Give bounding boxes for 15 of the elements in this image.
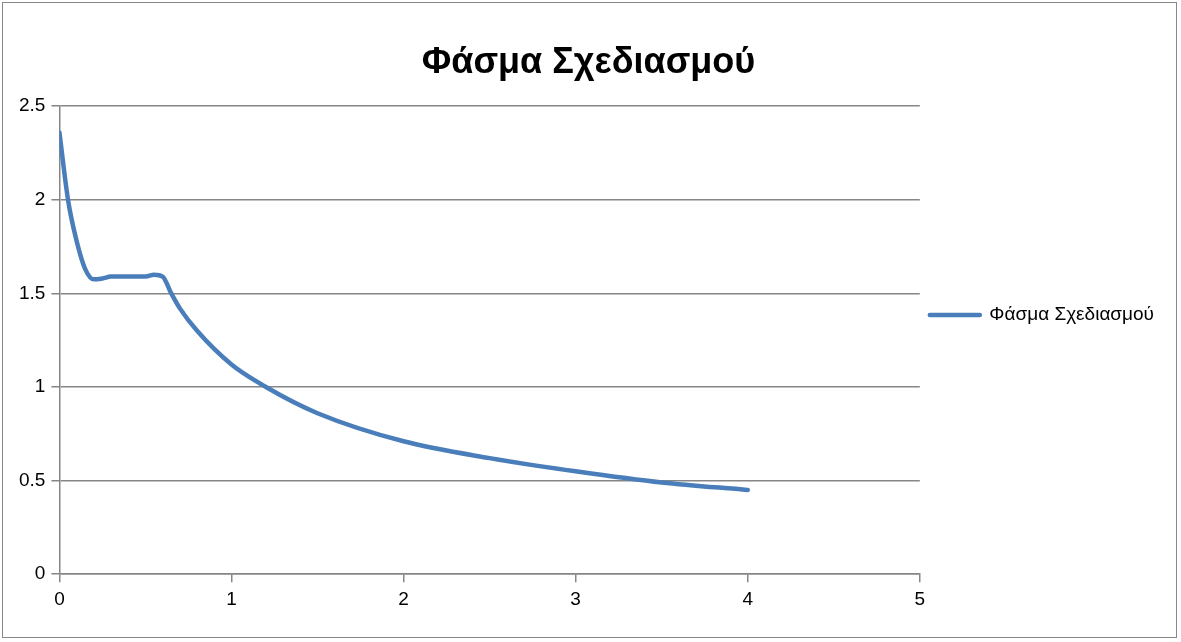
x-tick-label: 1 (226, 587, 237, 609)
y-tick-label: 2.5 (18, 94, 46, 116)
y-tick-label: 0.5 (18, 468, 46, 490)
y-tick-label: 1 (34, 375, 46, 397)
x-tick-label: 0 (54, 587, 65, 609)
y-tick-label: 0 (34, 562, 46, 584)
x-tick-label: 5 (914, 587, 926, 609)
line-series (59, 130, 750, 493)
x-tick-label: 4 (742, 587, 754, 609)
y-tick-label: 2 (34, 188, 46, 210)
legend-label: Φάσμα Σχεδιασμού (989, 303, 1155, 325)
x-tick-label: 3 (570, 587, 581, 609)
y-tick-label: 1.5 (18, 281, 46, 303)
chart-title: Φάσμα Σχεδιασμού (421, 39, 756, 81)
x-tick-label: 2 (398, 587, 409, 609)
